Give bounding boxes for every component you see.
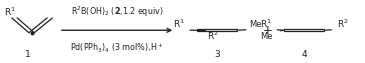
Text: Pd(PPh$_3$)$_4$ (3 mol%),H$^+$: Pd(PPh$_3$)$_4$ (3 mol%),H$^+$ xyxy=(70,42,164,55)
Text: 3: 3 xyxy=(214,50,220,59)
Text: R$^2$: R$^2$ xyxy=(337,18,349,30)
Text: R$^1$: R$^1$ xyxy=(173,18,185,30)
Text: R$^2$B(OH)$_2$ ($\mathbf{2}$,1.2 equiv): R$^2$B(OH)$_2$ ($\mathbf{2}$,1.2 equiv) xyxy=(71,5,163,19)
Text: 4: 4 xyxy=(301,50,307,59)
Text: 1: 1 xyxy=(25,50,31,59)
Text: R$^2$: R$^2$ xyxy=(207,30,219,42)
Text: +: + xyxy=(263,24,273,37)
Text: R$^1$: R$^1$ xyxy=(260,18,272,30)
Text: Me: Me xyxy=(250,20,262,29)
Text: R$^1$: R$^1$ xyxy=(4,6,15,18)
Text: Me: Me xyxy=(261,32,273,41)
